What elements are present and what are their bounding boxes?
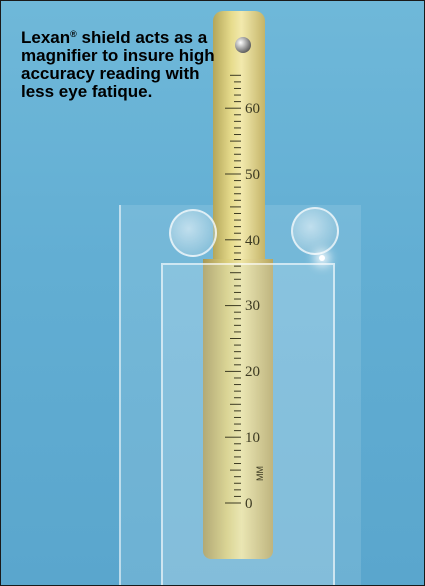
upper-tube bbox=[213, 11, 265, 261]
mounting-hole-left bbox=[169, 209, 217, 257]
scale-label-10: 10 bbox=[245, 430, 260, 446]
caption-rest: shield acts as a magnifier to insure hig… bbox=[21, 28, 215, 101]
mounting-hole-right bbox=[291, 207, 339, 255]
scale-label-40: 40 bbox=[245, 233, 260, 249]
float-ball bbox=[235, 37, 251, 53]
scale-ticks bbox=[225, 74, 241, 504]
lexan-shield bbox=[161, 263, 335, 585]
light-reflection bbox=[319, 255, 325, 261]
scale-label-60: 60 bbox=[245, 101, 260, 117]
caption-lexan: Lexan bbox=[21, 28, 71, 47]
scale-label-0: 0 bbox=[245, 496, 253, 512]
lower-tube bbox=[203, 259, 273, 559]
scale-label-20: 20 bbox=[245, 364, 260, 380]
scale-label-50: 50 bbox=[245, 167, 260, 183]
caption-text: Lexan® shield acts as a magnifier to ins… bbox=[21, 25, 221, 101]
unit-label: MM bbox=[255, 466, 265, 481]
registered-mark: ® bbox=[70, 29, 77, 39]
scale-label-30: 30 bbox=[245, 298, 260, 314]
